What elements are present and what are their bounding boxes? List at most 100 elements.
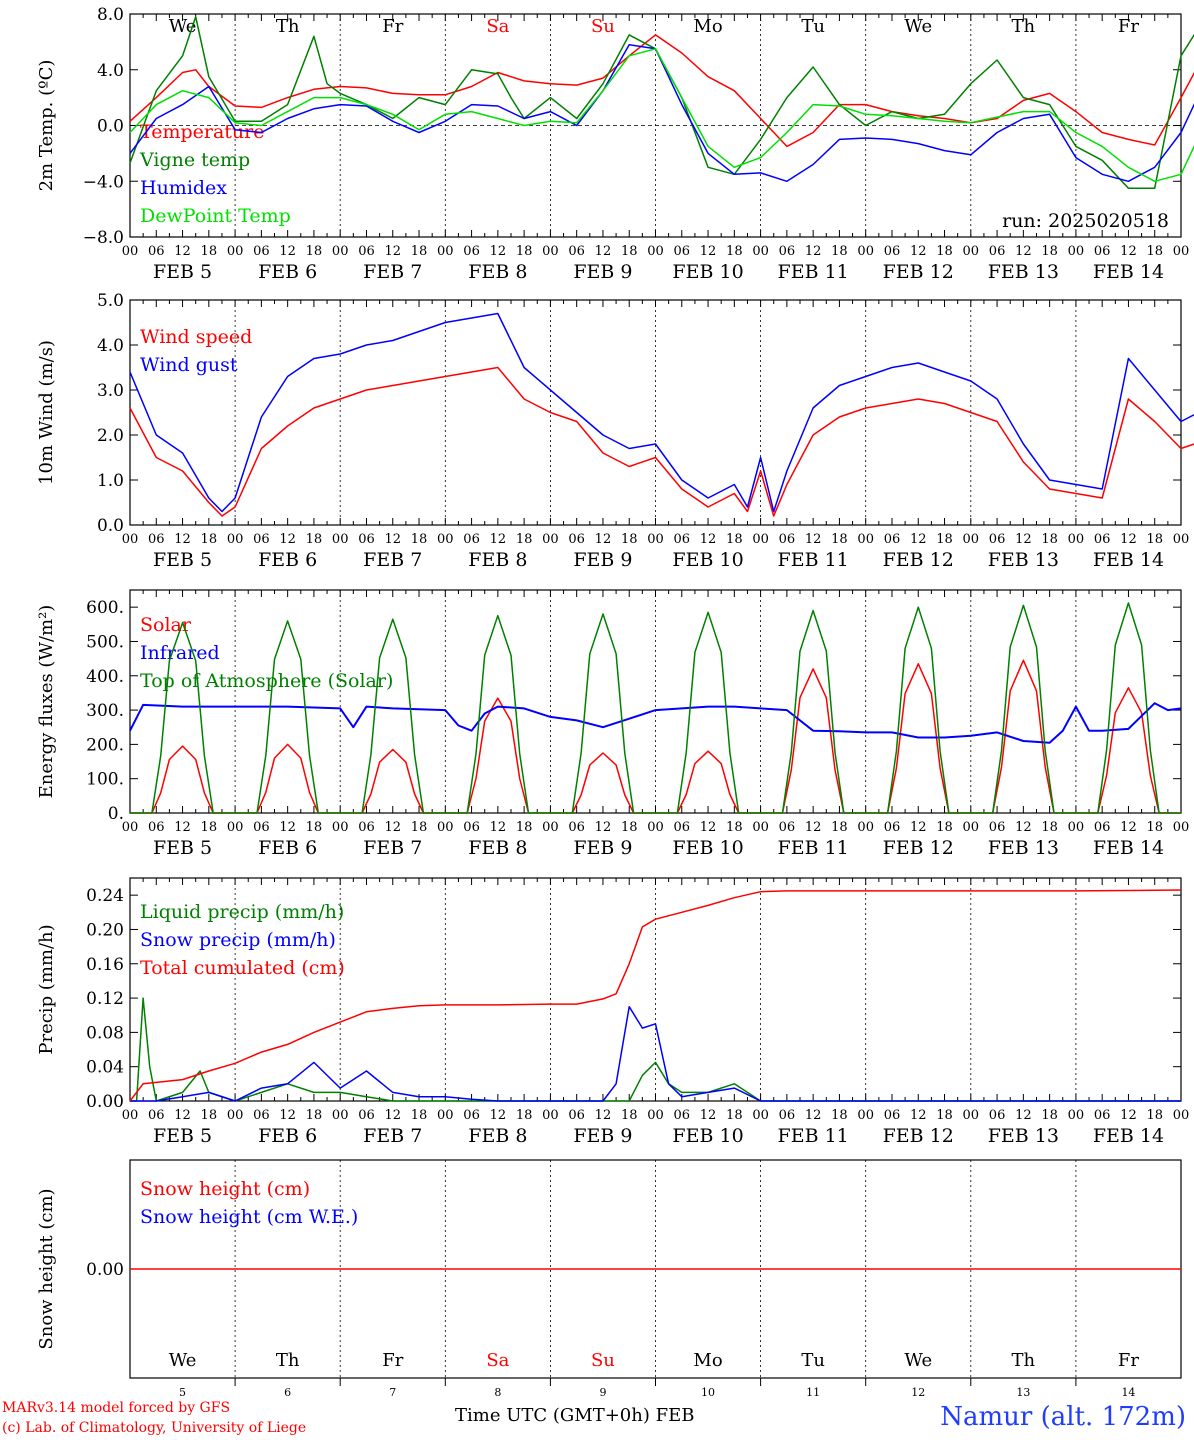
date-label: FEB 10 xyxy=(672,261,743,283)
date-label: FEB 13 xyxy=(988,1125,1059,1147)
date-label: FEB 7 xyxy=(363,261,422,283)
date-label: FEB 5 xyxy=(153,261,212,283)
weekday-label: Sa xyxy=(486,16,509,37)
hour-tick-label: 12 xyxy=(910,820,927,835)
date-label: FEB 12 xyxy=(883,837,954,859)
hour-tick-label: 00 xyxy=(122,532,139,547)
legend-entry: Top of Atmosphere (Solar) xyxy=(140,670,393,692)
hour-tick-label: 12 xyxy=(805,244,822,259)
hour-tick-label: 18 xyxy=(621,532,638,547)
day-number-label: 5 xyxy=(179,1386,186,1399)
hour-tick-label: 12 xyxy=(384,532,401,547)
hour-tick-label: 18 xyxy=(936,532,953,547)
hour-tick-label: 12 xyxy=(1015,244,1032,259)
date-label: FEB 7 xyxy=(363,549,422,571)
hour-tick-label: 12 xyxy=(1120,244,1137,259)
series-line-top-of-atmosphere-solar- xyxy=(130,602,1181,814)
day-number-label: 7 xyxy=(389,1386,396,1399)
hour-tick-label: 12 xyxy=(490,244,507,259)
hour-tick-label: 18 xyxy=(1041,532,1058,547)
hour-tick-label: 18 xyxy=(306,820,323,835)
hour-tick-label: 06 xyxy=(779,532,796,547)
hour-tick-label: 12 xyxy=(805,820,822,835)
hour-tick-label: 12 xyxy=(384,820,401,835)
y-tick-label: 300. xyxy=(86,701,124,721)
hour-tick-label: 06 xyxy=(884,244,901,259)
hour-tick-label: 06 xyxy=(779,244,796,259)
hour-tick-label: 06 xyxy=(674,1108,691,1123)
hour-tick-label: 18 xyxy=(726,244,743,259)
hour-tick-label: 06 xyxy=(779,820,796,835)
hour-tick-label: 18 xyxy=(1146,532,1163,547)
legend-entry: Infrared xyxy=(140,642,220,664)
date-label: FEB 9 xyxy=(573,1125,632,1147)
date-label: FEB 8 xyxy=(468,837,527,859)
hour-tick-label: 06 xyxy=(779,1108,796,1123)
weekday-label: Tu xyxy=(801,16,825,37)
hour-tick-label: 00 xyxy=(542,244,559,259)
date-label: FEB 9 xyxy=(573,837,632,859)
hour-tick-label: 00 xyxy=(227,532,244,547)
y-tick-label: 0.0 xyxy=(97,516,124,536)
hour-tick-label: 00 xyxy=(752,1108,769,1123)
hour-tick-label: 18 xyxy=(201,820,218,835)
hour-tick-label: 18 xyxy=(1041,820,1058,835)
date-label: FEB 6 xyxy=(258,837,317,859)
day-number-label: 9 xyxy=(599,1386,606,1399)
hour-tick-label: 12 xyxy=(279,1108,296,1123)
y-tick-label: 0.24 xyxy=(86,886,124,906)
weekday-label: Su xyxy=(591,16,615,37)
day-number-label: 12 xyxy=(911,1386,925,1399)
hour-tick-label: 00 xyxy=(332,820,349,835)
series-line-infrared xyxy=(129,702,1182,744)
date-label: FEB 7 xyxy=(363,837,422,859)
hour-tick-label: 00 xyxy=(437,532,454,547)
y-tick-label: 0.00 xyxy=(86,1260,124,1280)
hour-tick-label: 06 xyxy=(358,1108,375,1123)
hour-tick-label: 12 xyxy=(700,244,717,259)
series-line-humidex xyxy=(129,43,1194,183)
hour-tick-label: 00 xyxy=(542,820,559,835)
hour-tick-label: 12 xyxy=(384,244,401,259)
date-label: FEB 8 xyxy=(468,549,527,571)
hour-tick-label: 06 xyxy=(253,1108,270,1123)
date-label: FEB 6 xyxy=(258,1125,317,1147)
hour-tick-label: 12 xyxy=(805,532,822,547)
hour-tick-label: 06 xyxy=(463,820,480,835)
hour-tick-label: 12 xyxy=(174,532,191,547)
date-label: FEB 14 xyxy=(1093,837,1164,859)
date-label: FEB 13 xyxy=(988,261,1059,283)
hour-tick-label: 00 xyxy=(963,244,980,259)
hour-tick-label: 06 xyxy=(148,1108,165,1123)
series-line-wind-gust xyxy=(129,312,1194,513)
weekday-label: Fr xyxy=(382,1350,403,1371)
date-label: FEB 5 xyxy=(153,1125,212,1147)
run-label: run: 2025020518 xyxy=(1002,210,1169,232)
hour-tick-label: 00 xyxy=(122,244,139,259)
hour-tick-label: 12 xyxy=(384,1108,401,1123)
date-label: FEB 13 xyxy=(988,837,1059,859)
lab-credit: (c) Lab. of Climatology, University of L… xyxy=(2,1420,307,1436)
hour-tick-label: 12 xyxy=(595,1108,612,1123)
weekday-label: We xyxy=(169,1350,197,1371)
hour-tick-label: 06 xyxy=(884,532,901,547)
hour-tick-label: 18 xyxy=(411,244,428,259)
hour-tick-label: 06 xyxy=(358,820,375,835)
hour-tick-label: 18 xyxy=(201,1108,218,1123)
hour-tick-label: 00 xyxy=(647,532,664,547)
hour-tick-label: 00 xyxy=(332,244,349,259)
series-line-temperature xyxy=(129,34,1194,148)
y-tick-label: 5.0 xyxy=(97,291,124,311)
date-label: FEB 10 xyxy=(672,837,743,859)
hour-tick-label: 18 xyxy=(516,1108,533,1123)
date-label: FEB 9 xyxy=(573,261,632,283)
model-credit: MARv3.14 model forced by GFS xyxy=(2,1400,231,1416)
day-number-label: 13 xyxy=(1016,1386,1030,1399)
date-label: FEB 13 xyxy=(988,549,1059,571)
hour-tick-label: 18 xyxy=(726,1108,743,1123)
hour-tick-label: 18 xyxy=(831,1108,848,1123)
hour-tick-label: 00 xyxy=(857,820,874,835)
hour-tick-label: 18 xyxy=(1146,820,1163,835)
weekday-label: Fr xyxy=(1118,1350,1139,1371)
hour-tick-label: 06 xyxy=(568,532,585,547)
